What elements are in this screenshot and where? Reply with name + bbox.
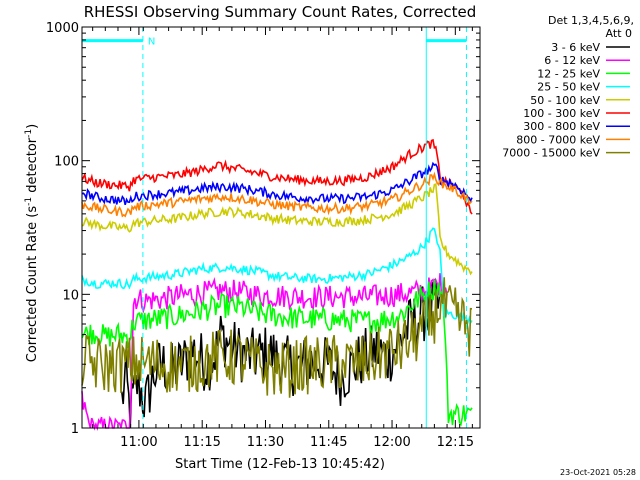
legend-label-5: 50 - 100 keV [530,94,600,107]
x-tick-label: 12:15 [437,435,474,450]
legend-label-7: 300 - 800 keV [523,120,600,133]
legend-label-3: 12 - 25 keV [537,67,600,80]
generation-timestamp: 23-Oct-2021 05:28 [560,468,636,477]
series-line-5 [81,183,473,276]
x-tick-label: 11:00 [120,435,157,450]
legend-label-4: 25 - 50 keV [537,81,600,94]
legend-header-attenuator: Att 0 [606,27,632,40]
y-tick-label: 1000 [46,21,79,36]
series-line-8 [81,171,473,218]
flag-annotation: N [148,37,155,48]
x-tick-label: 12:00 [373,435,410,450]
series-line-4 [81,227,473,326]
y-axis-label-mid: detector [25,137,40,197]
y-tick-label: 10 [62,288,79,303]
series-line-3 [81,279,473,427]
legend-label-2: 6 - 12 keV [544,54,600,67]
x-tick-label: 11:30 [247,435,284,450]
y-axis-label-sup1: -1 [24,197,34,206]
y-tick-label: 1 [71,422,79,437]
plot-area: N 1 10 100 1000 11:00 11:15 11:30 11:45 12:00 12:1… [46,21,481,450]
chart-title: RHESSI Observing Summary Count Rates, Co… [84,3,477,21]
legend-label-1: 3 - 6 keV [551,41,600,54]
series-line-6 [81,138,473,215]
y-tick-label: 100 [54,155,79,170]
plot-frame [81,26,481,429]
y-axis-label: Corrected Count Rate (s-1 detector-1) [24,124,40,362]
x-axis-label: Start Time (12-Feb-13 10:45:42) [175,457,385,472]
series-line-7 [81,161,473,206]
legend-header-detectors: Det 1,3,4,5,6,9, [548,14,634,27]
y-axis-label-end: ) [25,124,40,129]
legend-label-8: 800 - 7000 keV [516,133,600,146]
series-line-9 [81,277,473,398]
x-tick-label: 11:45 [310,435,347,450]
x-tick-label: 11:15 [183,435,220,450]
y-axis-label-main: Corrected Count Rate (s [25,206,40,363]
legend-label-6: 100 - 300 keV [523,107,600,120]
legend-label-9: 7000 - 15000 keV [502,147,600,160]
y-axis-label-sup2: -1 [24,129,34,138]
